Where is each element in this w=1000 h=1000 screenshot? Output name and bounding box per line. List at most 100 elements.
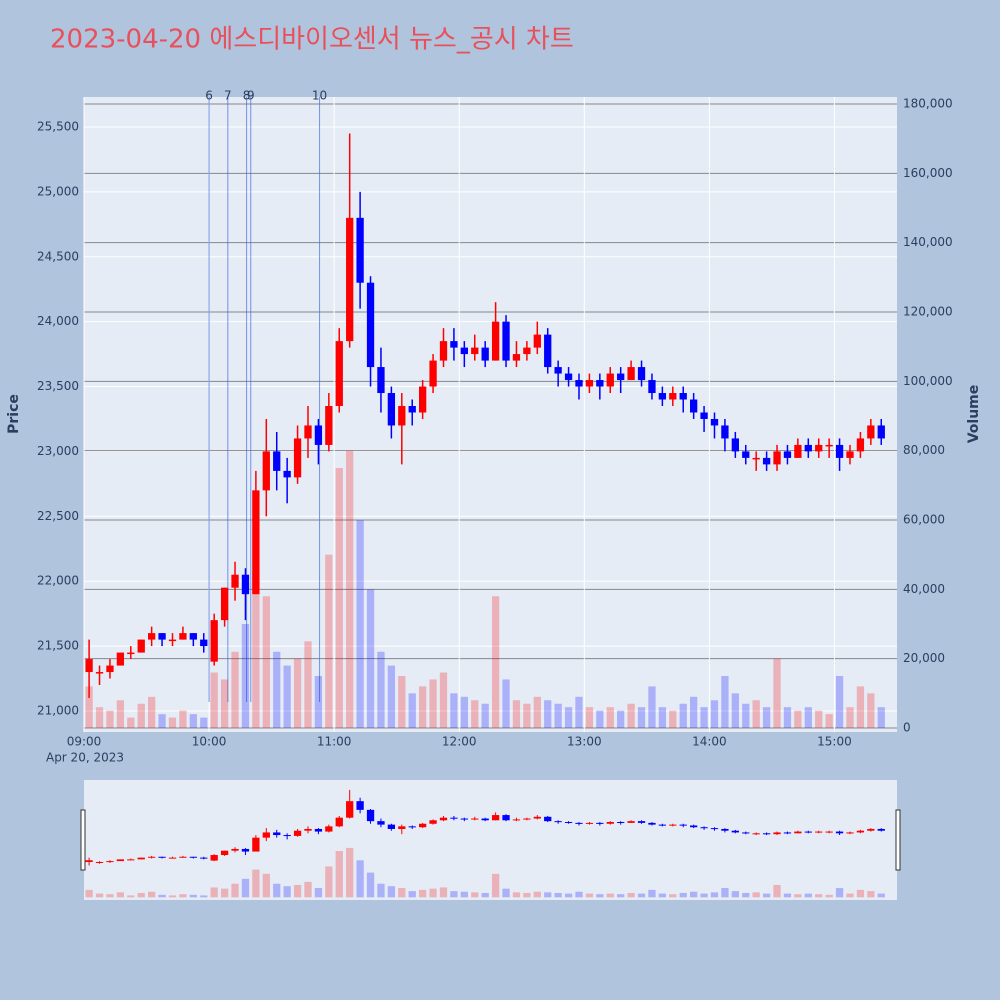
candle-body	[200, 639, 208, 647]
slider-candle-body	[856, 830, 865, 833]
candle-body	[669, 393, 677, 400]
slider-candle-body	[762, 833, 771, 835]
volume-bar	[106, 710, 114, 728]
candle-body	[335, 341, 343, 406]
candle-body	[679, 393, 687, 400]
slider-volume-bar	[877, 893, 885, 898]
candle-body	[783, 451, 792, 458]
slider-candle-body	[335, 817, 343, 827]
slider-volume-bar	[127, 895, 135, 898]
volume-bar	[544, 700, 552, 728]
candle-body	[502, 321, 510, 361]
slider-candle-body	[533, 816, 541, 819]
volume-bar	[815, 710, 823, 728]
y2-tick-label: 140,000	[903, 235, 953, 249]
slider-volume-bar	[575, 891, 583, 898]
slider-volume-bar	[189, 894, 197, 898]
slider-volume-bar	[95, 893, 104, 898]
slider-volume-bar	[637, 893, 646, 898]
volume-bar	[137, 703, 145, 728]
volume-bar	[804, 707, 812, 728]
candle-body	[794, 444, 802, 458]
candle-body	[752, 457, 760, 460]
slider-volume-bar	[710, 892, 719, 898]
slider-candle-body	[627, 821, 635, 823]
volume-bar	[304, 641, 312, 728]
volume-bar	[252, 571, 260, 728]
slider-volume-bar	[773, 884, 781, 898]
slider-volume-bar	[377, 883, 385, 898]
slider-volume-bar	[335, 851, 343, 898]
annotation-label: 6	[205, 89, 213, 103]
volume-bar	[721, 675, 729, 728]
candle-body	[241, 574, 250, 595]
slider-candle-body	[669, 824, 677, 826]
volume-bar	[596, 710, 604, 728]
slider-candle-body	[554, 821, 562, 823]
candle-body	[689, 399, 698, 413]
slider-candle-body	[877, 828, 885, 831]
x-tick-label: 12:00	[442, 735, 477, 749]
candle-body	[491, 321, 500, 361]
slider-volume-bar	[168, 895, 177, 898]
slider-candle-body	[658, 824, 667, 826]
candle-body	[731, 438, 739, 452]
slider-volume-bar	[262, 873, 270, 898]
candle-body	[533, 334, 541, 348]
volume-bar	[273, 651, 281, 728]
candle-body	[429, 360, 437, 387]
candle-body	[825, 444, 833, 447]
volume-bar	[512, 700, 521, 728]
range-handle-right[interactable]	[895, 809, 901, 871]
volume-bar	[168, 717, 177, 728]
candle-body	[512, 354, 521, 361]
slider-candle-body	[637, 821, 646, 823]
slider-candle-body	[168, 857, 177, 859]
candle-body	[314, 425, 323, 445]
candle-body	[867, 425, 875, 439]
slider-candle-body	[450, 817, 458, 819]
y2-tick-label: 80,000	[903, 443, 945, 457]
slider-candle-body	[564, 822, 573, 824]
volume-bar	[429, 679, 437, 728]
slider-volume-bar	[429, 888, 437, 898]
volume-bar	[283, 665, 291, 728]
range-handle-left[interactable]	[80, 809, 86, 871]
slider-volume-bar	[325, 866, 333, 898]
slider-volume-bar	[700, 893, 708, 898]
slider-candle-body	[481, 818, 489, 821]
volume-bar	[637, 707, 646, 728]
slider-volume-bar	[783, 893, 792, 898]
slider-volume-bar	[752, 892, 760, 898]
slider-volume-bar	[387, 886, 396, 898]
candle-body	[846, 451, 854, 458]
slider-volume-bar	[544, 892, 552, 898]
volume-bar	[210, 672, 218, 728]
candle-body	[554, 367, 562, 374]
slider-candle-body	[679, 824, 687, 826]
range-slider[interactable]	[84, 780, 897, 900]
slider-volume-bar	[106, 894, 114, 898]
volume-bar	[752, 700, 760, 728]
slider-volume-bar	[658, 893, 667, 898]
slider-volume-bar	[491, 873, 500, 898]
slider-volume-bar	[606, 893, 614, 898]
annotation-label: 10	[312, 89, 327, 103]
slider-candle-body	[742, 832, 750, 834]
slider-volume-bar	[418, 889, 427, 898]
volume-bar	[377, 651, 385, 728]
candle-body	[220, 587, 229, 621]
volume-layer	[85, 450, 885, 728]
slider-volume-bar	[252, 869, 260, 898]
slider-volume-bar	[293, 884, 302, 898]
slider-candle-body	[387, 824, 396, 829]
slider-volume-bar	[85, 889, 93, 898]
slider-candle-body	[606, 822, 614, 824]
volume-bar	[502, 679, 510, 728]
grid	[83, 97, 897, 732]
slider-candle-body	[867, 828, 875, 831]
slider-candle-body	[325, 826, 333, 832]
volume-bar	[564, 707, 573, 728]
slider-volume-bar	[564, 893, 573, 898]
